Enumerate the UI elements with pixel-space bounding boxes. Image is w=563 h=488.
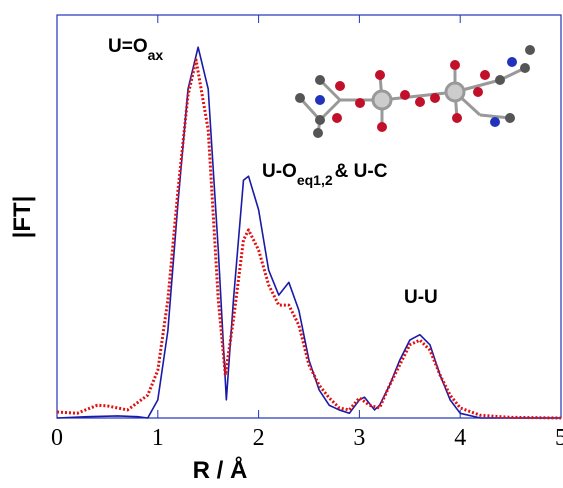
- x-tick-label: 0: [51, 425, 63, 451]
- annotation-text: U=O: [108, 36, 148, 57]
- x-axis-label: R / Å: [193, 456, 248, 484]
- molecule: [295, 45, 535, 138]
- series-line: [57, 60, 561, 418]
- chart: R / Å |FT| 0 1 2 3 4 5 U=Oax U-Oeq1,2& U-C U-U: [0, 0, 563, 488]
- annotation: U=Oax: [108, 36, 163, 63]
- x-tick-label: 5: [555, 425, 563, 451]
- x-tick-label: 2: [253, 425, 265, 451]
- y-axis-label: |FT|: [9, 196, 36, 239]
- annotation-text: U-U: [404, 287, 438, 308]
- annotation-sub: eq1,2: [297, 172, 333, 188]
- x-tick-label: 1: [152, 425, 164, 451]
- annotation: U-Oeq1,2& U-C: [262, 161, 388, 188]
- annotation: U-U: [404, 287, 438, 308]
- annotation-after: & U-C: [335, 161, 388, 182]
- annotation-text: U-O: [262, 161, 297, 182]
- x-tick-label: 3: [353, 425, 365, 451]
- annotation-sub: ax: [148, 47, 164, 63]
- x-tick-label: 4: [454, 425, 466, 451]
